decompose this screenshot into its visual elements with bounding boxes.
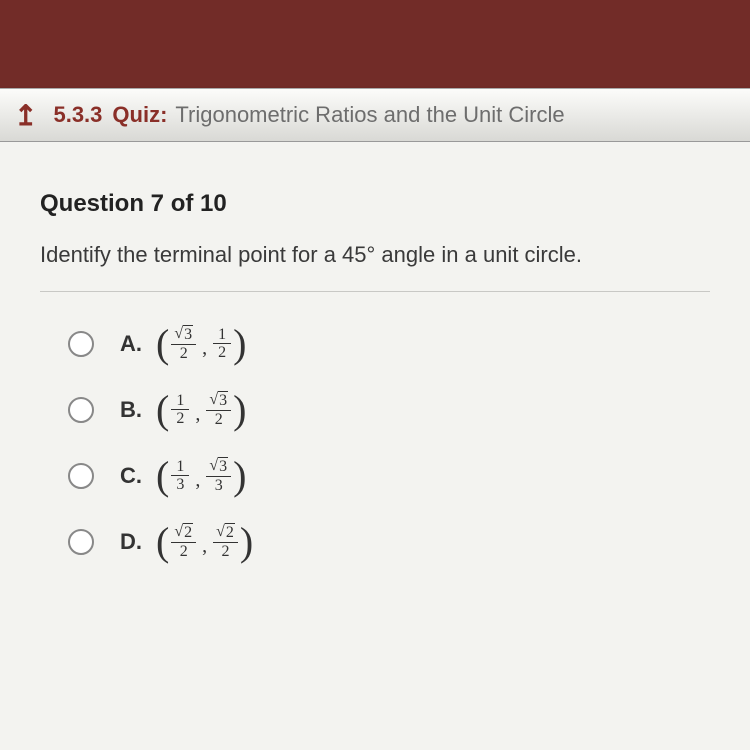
option-b[interactable]: B. ( 1 2 , √3 2 )	[68, 390, 710, 430]
radio-icon[interactable]	[68, 397, 94, 423]
option-letter: C.	[120, 463, 146, 489]
question-prompt: Identify the terminal point for a 45° an…	[40, 240, 710, 271]
option-c[interactable]: C. ( 1 3 , √3 3 )	[68, 456, 710, 496]
option-d[interactable]: D. ( √2 2 , √2 2 )	[68, 522, 710, 562]
back-arrow-icon[interactable]: ↥	[14, 99, 37, 132]
question-heading: Question 7 of 10	[40, 190, 710, 218]
divider	[40, 291, 710, 292]
question-content: Question 7 of 10 Identify the terminal p…	[0, 142, 750, 562]
option-a[interactable]: A. ( √3 2 , 1 2 )	[68, 324, 710, 364]
radio-icon[interactable]	[68, 331, 94, 357]
option-math: ( 1 2 , √3 2 )	[156, 390, 246, 430]
option-letter: A.	[120, 331, 146, 357]
answer-options: A. ( √3 2 , 1 2 ) B. ( 1	[40, 324, 710, 562]
radio-icon[interactable]	[68, 463, 94, 489]
option-letter: B.	[120, 397, 146, 423]
top-brown-band	[0, 0, 750, 88]
radio-icon[interactable]	[68, 529, 94, 555]
quiz-title: Trigonometric Ratios and the Unit Circle	[175, 102, 564, 128]
option-math: ( √2 2 , √2 2 )	[156, 522, 253, 562]
option-math: ( 1 3 , √3 3 )	[156, 456, 246, 496]
quiz-header-bar: ↥ 5.3.3 Quiz: Trigonometric Ratios and t…	[0, 88, 750, 142]
quiz-number-label: 5.3.3	[53, 102, 102, 128]
option-letter: D.	[120, 529, 146, 555]
option-math: ( √3 2 , 1 2 )	[156, 324, 246, 364]
quiz-label: Quiz:	[112, 102, 167, 128]
